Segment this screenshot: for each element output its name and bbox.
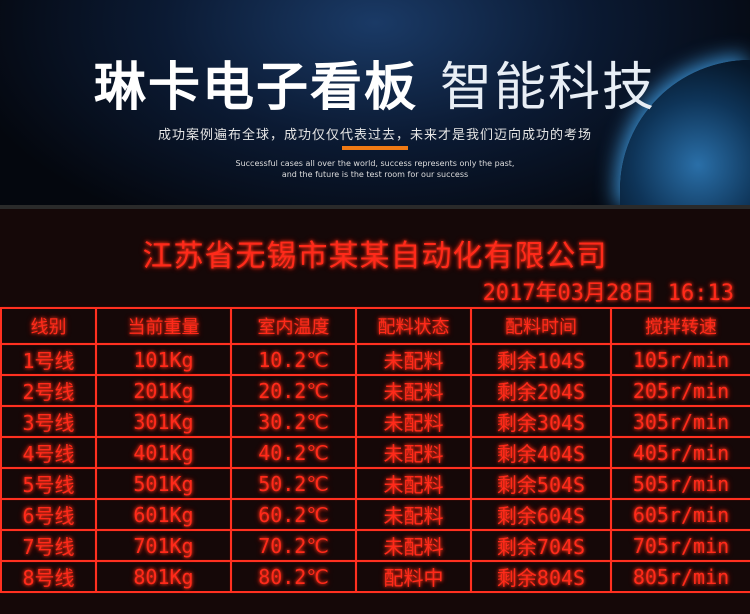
table-cell: 未配料 xyxy=(355,498,472,531)
table-row: 8号线 801Kg 80.2℃ 配料中 剩余804S 805r/min xyxy=(0,560,750,593)
header-cell: 线别 xyxy=(0,307,97,345)
table-cell: 70.2℃ xyxy=(230,529,357,562)
header-cell: 当前重量 xyxy=(95,307,232,345)
subtitle-en-line2: and the future is the test room for our … xyxy=(281,170,469,179)
accent-bar xyxy=(342,146,408,150)
table-cell: 8号线 xyxy=(0,560,97,593)
table-cell: 2号线 xyxy=(0,374,97,407)
table-cell: 1号线 xyxy=(0,343,97,376)
table-cell: 201Kg xyxy=(95,374,232,407)
table-cell: 未配料 xyxy=(355,436,472,469)
datetime: 2017年03月28日 16:13 xyxy=(482,281,734,306)
table-cell: 505r/min xyxy=(610,467,750,500)
table-cell: 剩余204S xyxy=(470,374,612,407)
table-cell: 705r/min xyxy=(610,529,750,562)
table-cell: 50.2℃ xyxy=(230,467,357,500)
table-cell: 剩余704S xyxy=(470,529,612,562)
table-cell: 未配料 xyxy=(355,405,472,438)
header-cell: 室内温度 xyxy=(230,307,357,345)
table-cell: 剩余404S xyxy=(470,436,612,469)
table-row: 2号线 201Kg 20.2℃ 未配料 剩余204S 205r/min xyxy=(0,374,750,407)
table-cell: 剩余804S xyxy=(470,560,612,593)
table-row: 6号线 601Kg 60.2℃ 未配料 剩余604S 605r/min xyxy=(0,498,750,531)
table-cell: 20.2℃ xyxy=(230,374,357,407)
table-cell: 剩余504S xyxy=(470,467,612,500)
table-cell: 剩余104S xyxy=(470,343,612,376)
header-cell: 配料时间 xyxy=(470,307,612,345)
table-row: 1号线 101Kg 10.2℃ 未配料 剩余104S 105r/min xyxy=(0,343,750,376)
status-table: 线别 当前重量 室内温度 配料状态 配料时间 搅拌转速 1号线 101Kg 10.2℃ 未配料 剩余… xyxy=(0,307,750,593)
header-cell: 搅拌转速 xyxy=(610,307,750,345)
table-cell: 5号线 xyxy=(0,467,97,500)
table-cell: 40.2℃ xyxy=(230,436,357,469)
table-cell: 80.2℃ xyxy=(230,560,357,593)
table-cell: 305r/min xyxy=(610,405,750,438)
table-cell: 未配料 xyxy=(355,467,472,500)
table-cell: 未配料 xyxy=(355,343,472,376)
table-cell: 未配料 xyxy=(355,529,472,562)
table-cell: 205r/min xyxy=(610,374,750,407)
table-cell: 805r/min xyxy=(610,560,750,593)
table-row: 5号线 501Kg 50.2℃ 未配料 剩余504S 505r/min xyxy=(0,467,750,500)
title-bold: 琳卡电子看板 xyxy=(93,58,418,118)
table-cell: 6号线 xyxy=(0,498,97,531)
table-cell: 3号线 xyxy=(0,405,97,438)
table-cell: 未配料 xyxy=(355,374,472,407)
led-board: 江苏省无锡市某某自动化有限公司 2017年03月28日 16:13 线别 当前重量… xyxy=(0,205,750,614)
table-cell: 配料中 xyxy=(355,560,472,593)
table-cell: 405r/min xyxy=(610,436,750,469)
table-header: 线别 当前重量 室内温度 配料状态 配料时间 搅拌转速 xyxy=(0,307,750,345)
table-cell: 601Kg xyxy=(95,498,232,531)
banner-title: 琳卡电子看板 智能科技 xyxy=(0,45,750,120)
table-cell: 10.2℃ xyxy=(230,343,357,376)
table-row: 4号线 401Kg 40.2℃ 未配料 剩余404S 405r/min xyxy=(0,436,750,469)
table-cell: 30.2℃ xyxy=(230,405,357,438)
table-cell: 101Kg xyxy=(95,343,232,376)
table-cell: 105r/min xyxy=(610,343,750,376)
table-cell: 7号线 xyxy=(0,529,97,562)
table-cell: 剩余604S xyxy=(470,498,612,531)
subtitle-cn: 成功案例遍布全球，成功仅仅代表过去，未来才是我们迈向成功的考场 xyxy=(157,128,592,143)
table-cell: 605r/min xyxy=(610,498,750,531)
header-cell: 配料状态 xyxy=(355,307,472,345)
table-row: 7号线 701Kg 70.2℃ 未配料 剩余704S 705r/min xyxy=(0,529,750,562)
table-cell: 801Kg xyxy=(95,560,232,593)
subtitle-en-line1: Successful cases all over the world, suc… xyxy=(235,159,515,168)
table-cell: 701Kg xyxy=(95,529,232,562)
table-cell: 301Kg xyxy=(95,405,232,438)
title-light: 智能科技 xyxy=(440,58,657,118)
table-cell: 60.2℃ xyxy=(230,498,357,531)
table-cell: 剩余304S xyxy=(470,405,612,438)
table-cell: 501Kg xyxy=(95,467,232,500)
company-name: 江苏省无锡市某某自动化有限公司 xyxy=(142,239,608,274)
table-cell: 401Kg xyxy=(95,436,232,469)
table-cell: 4号线 xyxy=(0,436,97,469)
table-row: 3号线 301Kg 30.2℃ 未配料 剩余304S 305r/min xyxy=(0,405,750,438)
subtitle-en: Successful cases all over the world, suc… xyxy=(0,158,750,180)
